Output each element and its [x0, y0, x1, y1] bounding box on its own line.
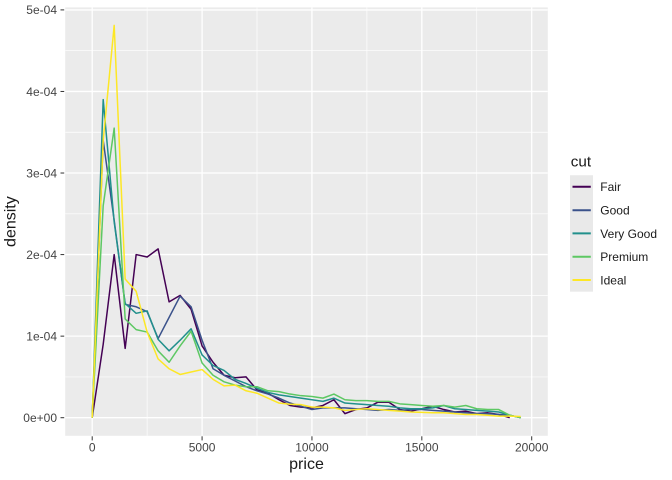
- svg-text:density: density: [3, 196, 20, 247]
- svg-text:4e-04: 4e-04: [26, 85, 57, 99]
- svg-text:1e-04: 1e-04: [26, 329, 57, 343]
- svg-text:3e-04: 3e-04: [26, 166, 57, 180]
- svg-text:15000: 15000: [405, 441, 439, 455]
- svg-text:Fair: Fair: [600, 180, 621, 194]
- svg-text:10000: 10000: [295, 441, 329, 455]
- svg-text:Very Good: Very Good: [600, 227, 657, 241]
- svg-text:20000: 20000: [515, 441, 549, 455]
- svg-text:0e+00: 0e+00: [23, 411, 57, 425]
- svg-text:Ideal: Ideal: [600, 273, 626, 287]
- svg-text:5000: 5000: [189, 441, 216, 455]
- svg-text:5e-04: 5e-04: [26, 3, 57, 17]
- svg-text:Good: Good: [600, 204, 629, 218]
- svg-text:cut: cut: [571, 153, 592, 170]
- svg-text:0: 0: [89, 441, 96, 455]
- svg-text:Premium: Premium: [600, 250, 648, 264]
- svg-text:price: price: [289, 456, 324, 473]
- svg-text:2e-04: 2e-04: [26, 248, 57, 262]
